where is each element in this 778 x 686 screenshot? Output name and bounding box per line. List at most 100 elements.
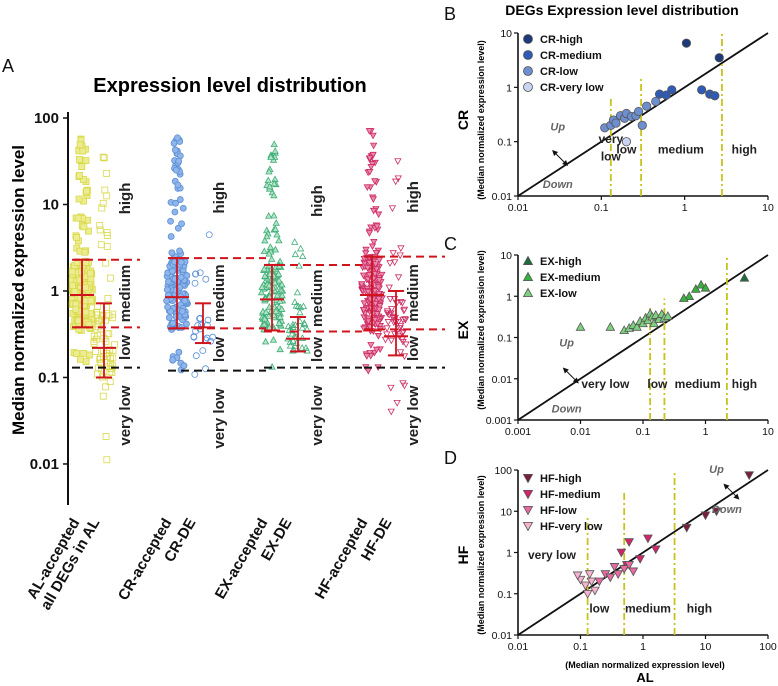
panel-a-point: [276, 313, 284, 320]
panel-a-point: [371, 261, 380, 268]
panel-a-point: [385, 284, 393, 292]
legend-label: CR-medium: [540, 50, 602, 62]
panel-a-point: [396, 349, 405, 356]
panel-a-point: [286, 338, 294, 345]
data-point-hf-very-low: [586, 577, 597, 587]
panel-a-point: [365, 128, 374, 135]
panel-a-point: [103, 242, 111, 250]
panel-a-point: [371, 270, 379, 278]
region-label: high: [687, 602, 712, 616]
panel-a-point: [286, 341, 295, 349]
legend-marker: [523, 50, 533, 60]
panel-a-point: [169, 356, 177, 364]
panel-b-title: DEGs Expression level distribution: [505, 2, 738, 18]
annotation-down: Down: [712, 504, 742, 516]
panel-a-point: [209, 333, 217, 341]
panel-a-point: [99, 311, 106, 319]
panel-a-point: [273, 291, 281, 299]
panel-a-point: [192, 352, 200, 360]
panel-a-point: [289, 337, 297, 344]
data-point-cr-low: [642, 101, 652, 111]
panel-a-point: [273, 230, 281, 238]
data-point-hf-high: [711, 507, 722, 517]
panel-a-point: [101, 186, 109, 194]
legend-marker: [522, 489, 534, 500]
panel-a-point: [75, 195, 83, 203]
panel-a-point: [192, 270, 199, 278]
arrow-head-down: [733, 493, 740, 500]
panel-d-x-label: AL: [636, 670, 653, 685]
data-point-cr-low: [651, 96, 661, 107]
panel-a-point: [92, 348, 99, 355]
panel-a-point: [106, 378, 114, 386]
panel-a-point: [265, 167, 273, 175]
panel-a-point: [369, 151, 377, 159]
panel-d-x-sublabel: (Median normalized expression level): [565, 660, 725, 670]
data-point-hf-medium: [616, 548, 627, 558]
panel-a-point: [98, 204, 106, 212]
panel-a-point: [86, 269, 94, 277]
panel-a-point: [371, 316, 379, 324]
data-point-hf-very-low: [572, 571, 583, 581]
panel-a-point: [176, 247, 183, 255]
panel-a-point: [265, 249, 273, 257]
region-label: low: [647, 377, 668, 391]
panel-a-point: [87, 297, 95, 305]
panel-b-y-label: CR: [455, 110, 471, 130]
panel-a-point: [369, 132, 377, 140]
ytick-label: 1: [506, 82, 512, 94]
panel-a-point: [271, 278, 279, 286]
panel-a-point: [301, 320, 309, 328]
data-point-cr-low: [633, 106, 644, 117]
panel-a-point: [265, 312, 273, 319]
panel-a-point: [278, 305, 286, 312]
panel-a-point: [257, 288, 266, 296]
xtick-label: 1: [682, 202, 688, 214]
panel-a-ytick-label: 0.1: [38, 369, 59, 386]
legend-label: CR-low: [540, 66, 578, 78]
xtick-label: 10: [762, 202, 774, 214]
diagonal-line: [517, 32, 769, 197]
panel-a-point: [265, 212, 273, 219]
data-point-cr-medium: [661, 90, 671, 100]
arrow-head-down: [572, 377, 579, 384]
xtick-label: 0.01: [508, 202, 529, 214]
arrow-head-up: [552, 150, 559, 157]
panel-a-point: [179, 204, 187, 212]
panel-a-point: [366, 169, 374, 176]
panel-a-ytick-label: 1: [51, 283, 59, 300]
panel-a-level-high: high: [309, 185, 326, 217]
panel-a-point: [163, 297, 170, 305]
panel-a-point: [103, 232, 111, 239]
data-point-hf-low: [613, 570, 624, 580]
ytick-label: 10: [500, 250, 512, 262]
panel-a-point: [394, 318, 403, 326]
panel-a-point: [102, 259, 110, 267]
panel-a-point: [106, 274, 114, 282]
panel-a-level-medium: medium: [211, 264, 228, 322]
panel-a-point: [76, 141, 84, 149]
panel-a-point: [294, 302, 303, 310]
panel-a-point: [365, 230, 374, 237]
legend-label: EX-medium: [540, 272, 601, 284]
panel-a-point: [372, 346, 381, 354]
legend-marker: [522, 473, 534, 484]
panel-a-point: [109, 310, 117, 318]
arrow-head-up: [562, 367, 569, 374]
panel-label-a: A: [2, 56, 14, 76]
panel-a-point: [172, 313, 180, 320]
panel-a-point: [167, 233, 175, 240]
panel-a-point: [269, 336, 278, 343]
region-label: low: [601, 150, 622, 164]
panel-a-point: [394, 274, 403, 282]
panel-a-point: [260, 247, 269, 255]
panel-a-plot: 100 10 1 0.1 0.01 high medium low very low high me…: [24, 110, 445, 613]
region-label: medium: [675, 377, 721, 391]
panel-a-point: [387, 310, 395, 318]
panel-a-point: [99, 392, 107, 400]
panel-a-point: [271, 225, 280, 232]
panel-a-point: [387, 408, 395, 416]
panel-a-level-high: high: [405, 181, 422, 213]
xtick-label: 1: [703, 426, 709, 438]
panel-d-y-label: HF: [455, 545, 471, 564]
